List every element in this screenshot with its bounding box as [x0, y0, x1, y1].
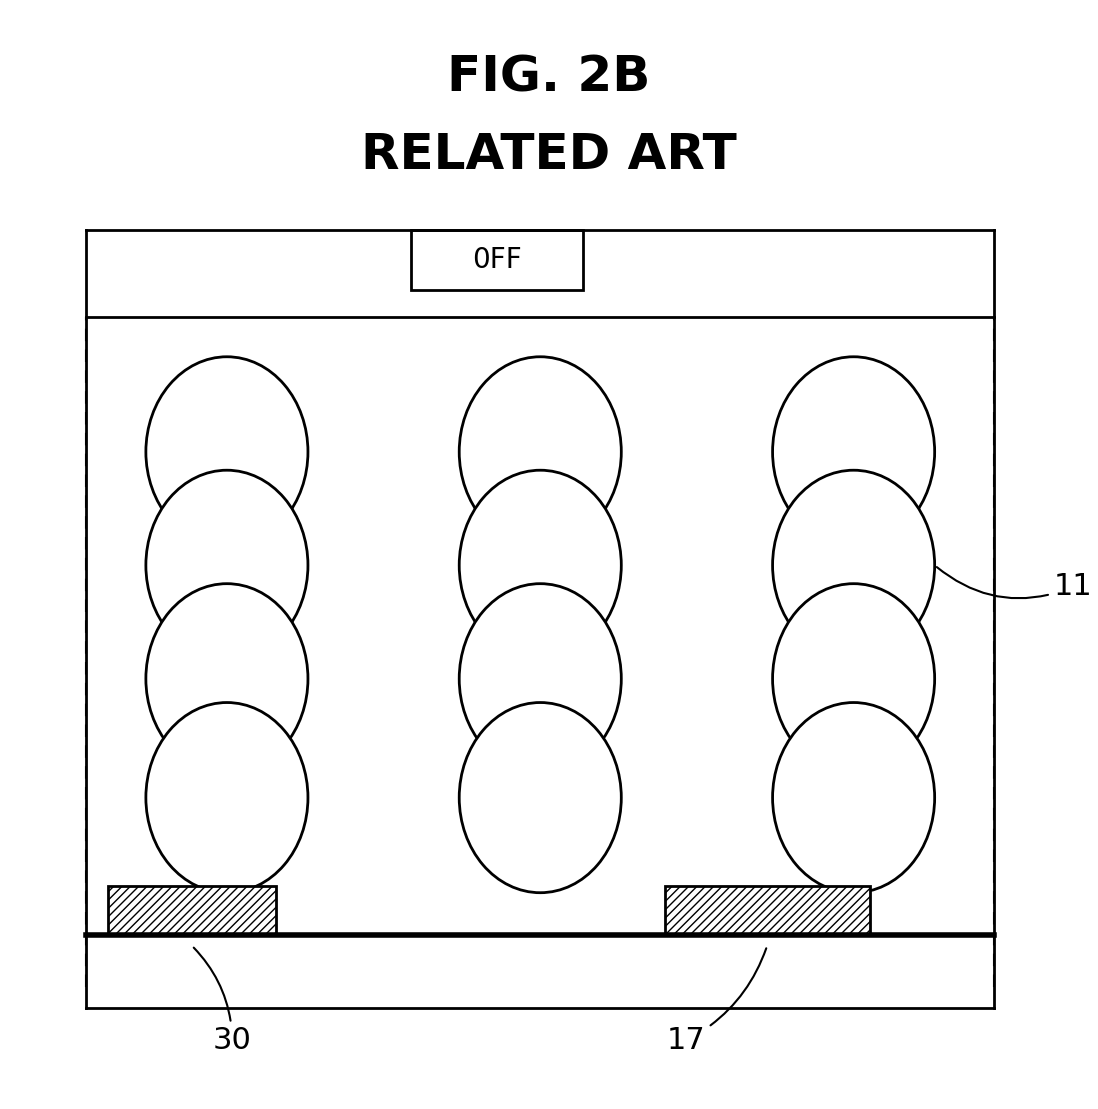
Ellipse shape [773, 470, 934, 660]
FancyBboxPatch shape [411, 231, 583, 289]
Text: 11: 11 [937, 567, 1093, 601]
Text: FIG. 2B: FIG. 2B [447, 53, 651, 102]
Ellipse shape [459, 470, 621, 660]
Bar [108, 886, 276, 935]
Ellipse shape [146, 470, 307, 660]
Ellipse shape [146, 583, 307, 774]
Ellipse shape [773, 357, 934, 547]
Ellipse shape [146, 702, 307, 893]
Ellipse shape [146, 357, 307, 547]
Text: 0FF: 0FF [472, 246, 522, 274]
Bar [664, 886, 870, 935]
Ellipse shape [773, 583, 934, 774]
Text: 30: 30 [193, 947, 251, 1056]
Ellipse shape [459, 583, 621, 774]
Ellipse shape [459, 702, 621, 893]
Text: 17: 17 [666, 948, 766, 1056]
Ellipse shape [773, 702, 934, 893]
Text: RELATED ART: RELATED ART [361, 131, 737, 180]
Ellipse shape [459, 357, 621, 547]
